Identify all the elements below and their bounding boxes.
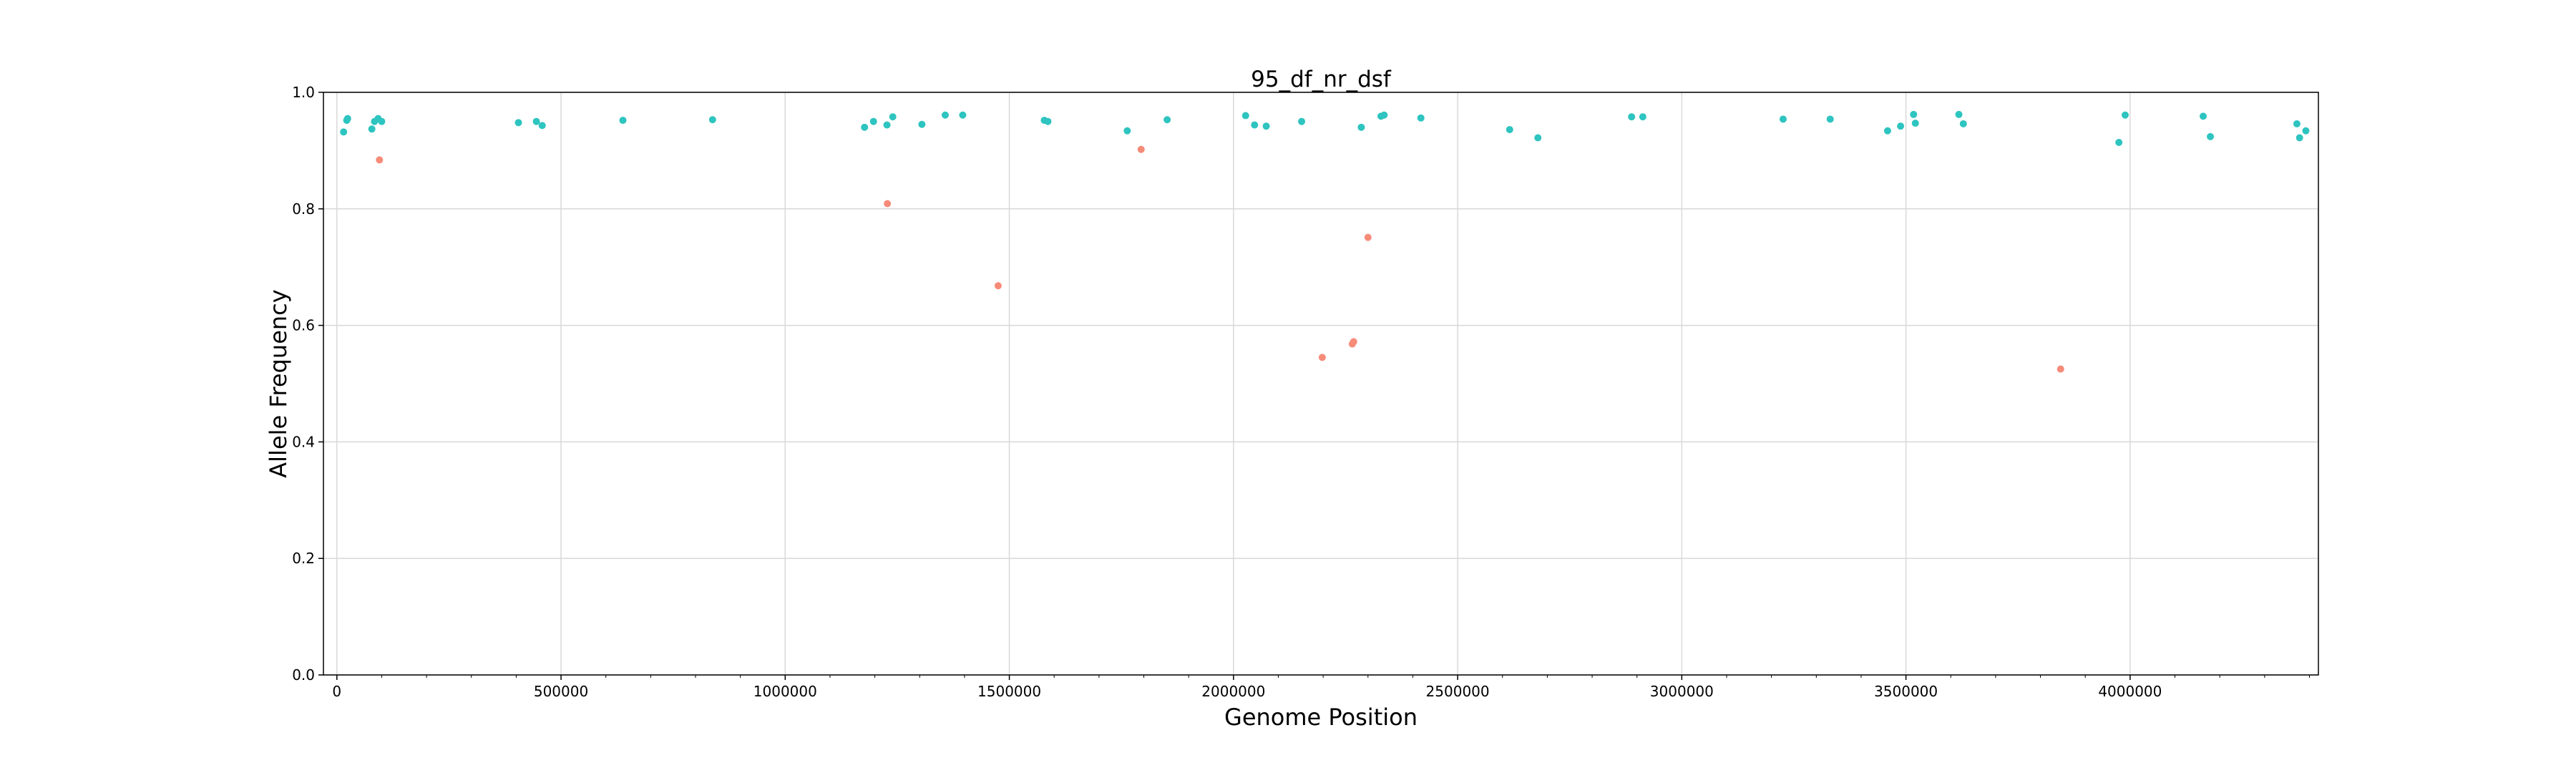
data-point bbox=[2207, 132, 2215, 140]
data-point bbox=[889, 113, 897, 121]
data-point bbox=[532, 117, 540, 125]
data-point bbox=[1779, 115, 1787, 123]
data-point bbox=[1506, 126, 1513, 134]
data-point bbox=[1955, 110, 1963, 118]
data-point bbox=[1910, 110, 1918, 118]
data-point bbox=[1639, 113, 1646, 121]
data-point bbox=[1628, 113, 1636, 121]
data-point bbox=[869, 117, 877, 125]
data-point bbox=[861, 123, 869, 131]
data-point bbox=[1380, 111, 1388, 119]
data-point bbox=[343, 115, 351, 122]
y-tick-label: 0.2 bbox=[292, 550, 315, 567]
chart-title: 95_df_nr_dsf bbox=[1251, 67, 1392, 92]
x-tick-label: 1500000 bbox=[977, 683, 1041, 700]
data-point bbox=[2115, 139, 2123, 147]
x-tick-label: 2000000 bbox=[1201, 683, 1265, 700]
data-point bbox=[340, 128, 348, 136]
data-point bbox=[1137, 145, 1145, 153]
data-point bbox=[994, 282, 1002, 290]
data-point bbox=[378, 117, 386, 125]
y-tick-label: 1.0 bbox=[292, 84, 315, 101]
data-point bbox=[2293, 120, 2301, 127]
data-point bbox=[1044, 117, 1052, 125]
data-point bbox=[1251, 121, 1259, 129]
data-point bbox=[1897, 122, 1905, 130]
y-tick-label: 0.4 bbox=[292, 433, 315, 450]
data-point bbox=[2302, 127, 2310, 135]
data-point bbox=[1534, 134, 1542, 142]
data-point bbox=[959, 111, 967, 119]
data-point bbox=[1959, 120, 1967, 127]
data-point bbox=[2121, 111, 2129, 119]
x-axis-title: Genome Position bbox=[1224, 704, 1418, 731]
data-point bbox=[1298, 117, 1306, 125]
data-point bbox=[1911, 120, 1919, 127]
y-axis-title: Allele Frequency bbox=[265, 289, 292, 477]
data-point bbox=[1364, 233, 1372, 241]
data-point bbox=[1123, 127, 1131, 135]
x-tick-label: 3000000 bbox=[1650, 683, 1714, 700]
data-point bbox=[884, 200, 892, 208]
data-point bbox=[941, 111, 949, 119]
data-point bbox=[1241, 112, 1249, 120]
data-point bbox=[1318, 354, 1326, 361]
axis-ticks: 0 500000 1000000 1500000 2000000 2500000 30000… bbox=[292, 84, 2310, 700]
y-tick-label: 0.6 bbox=[292, 317, 315, 334]
data-point bbox=[1350, 338, 1357, 346]
x-tick-label: 0 bbox=[332, 683, 341, 700]
data-point bbox=[368, 125, 376, 133]
plot-area bbox=[323, 92, 2319, 676]
y-tick-label: 0.8 bbox=[292, 200, 315, 218]
data-point bbox=[1357, 123, 1365, 131]
data-point bbox=[708, 116, 716, 124]
x-tick-label: 1000000 bbox=[753, 683, 817, 700]
y-tick-label: 0.0 bbox=[292, 666, 315, 684]
data-point bbox=[619, 117, 627, 125]
data-point bbox=[918, 120, 926, 128]
data-point bbox=[2199, 112, 2207, 120]
data-point bbox=[1883, 127, 1891, 135]
data-point bbox=[1262, 122, 1270, 130]
data-point bbox=[2057, 365, 2064, 373]
x-tick-label: 2500000 bbox=[1426, 683, 1490, 700]
data-point bbox=[1163, 116, 1171, 124]
data-point bbox=[538, 122, 546, 130]
data-points bbox=[340, 110, 2310, 373]
x-tick-label: 4000000 bbox=[2098, 683, 2162, 700]
data-point bbox=[1417, 114, 1425, 122]
data-point bbox=[376, 156, 384, 164]
data-point bbox=[883, 121, 891, 129]
data-point bbox=[514, 119, 522, 127]
x-tick-label: 3500000 bbox=[1874, 683, 1938, 700]
data-point bbox=[1826, 115, 1834, 123]
data-point bbox=[2296, 134, 2303, 142]
x-tick-label: 500000 bbox=[534, 683, 588, 700]
